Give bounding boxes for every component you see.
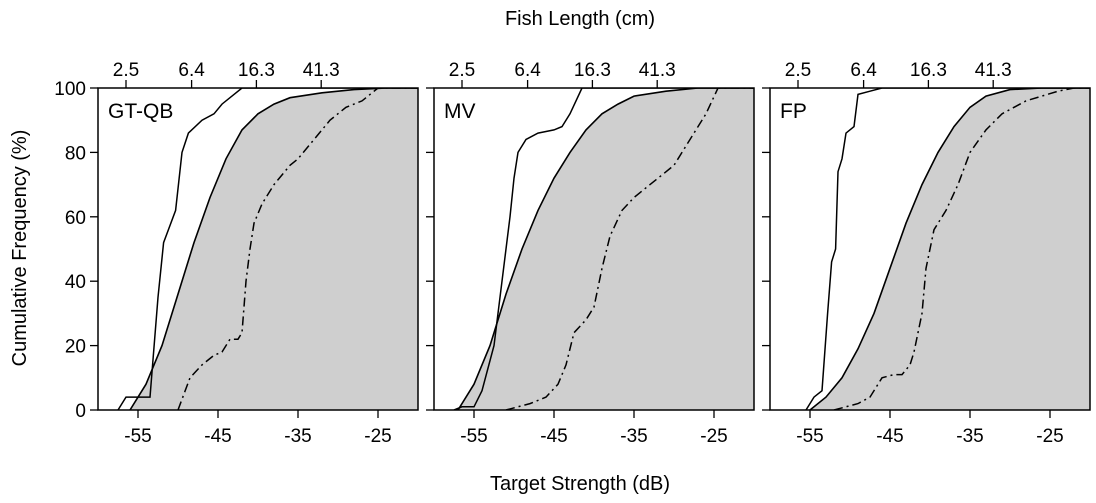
series-solid-line xyxy=(805,88,1090,410)
plot-frame xyxy=(97,87,419,411)
x-tick-label: -25 xyxy=(700,426,727,447)
panel-label: GT-QB xyxy=(108,100,173,123)
x-tick-label: -45 xyxy=(204,426,231,447)
y-tick-label: 100 xyxy=(54,79,86,100)
top-tick-label: 6.4 xyxy=(514,60,541,81)
x-tick-label: -45 xyxy=(540,426,567,447)
series-solid-line xyxy=(117,88,418,410)
top-tick-label: 2.5 xyxy=(785,60,811,81)
series-area-fill xyxy=(130,88,418,410)
top-tick-label: 41.3 xyxy=(303,60,340,81)
x-tick-label: -35 xyxy=(956,426,983,447)
x-tick-label: -25 xyxy=(1036,426,1063,447)
series-solid-line xyxy=(453,88,754,410)
y-tick-label: 0 xyxy=(75,401,86,422)
plot-frame xyxy=(769,87,1091,411)
series-area-line xyxy=(129,88,418,410)
top-axis-title: Fish Length (cm) xyxy=(505,8,655,30)
plot-area xyxy=(805,88,1090,410)
y-tick-label: 20 xyxy=(65,337,86,358)
top-tick-label: 41.3 xyxy=(975,60,1012,81)
top-tick-label: 6.4 xyxy=(178,60,205,81)
y-tick-label: 80 xyxy=(65,143,86,164)
x-tick-label: -55 xyxy=(124,426,151,447)
x-tick-label: -55 xyxy=(796,426,823,447)
series-area-line xyxy=(809,88,1090,410)
chart-panels: -55 -45 -35 -25 2.5 6.4 16.3 41.3 0 20 40 60 80 100 GT… xyxy=(54,60,1091,447)
panel-mv: -55 -45 -35 -25 2.5 6.4 16.3 41.3 MV xyxy=(426,60,755,447)
x-tick-label: -35 xyxy=(284,426,311,447)
top-tick-label: 6.4 xyxy=(850,60,877,81)
plot-area xyxy=(117,88,418,410)
x-tick-label: -45 xyxy=(876,426,903,447)
plot-area xyxy=(453,88,754,410)
x-tick-label: -55 xyxy=(460,426,487,447)
series-area-fill xyxy=(810,88,1090,410)
panel-label: FP xyxy=(780,100,807,123)
top-tick-label: 16.3 xyxy=(910,60,947,81)
panel-label: MV xyxy=(444,100,476,123)
panel-gt-qb: -55 -45 -35 -25 2.5 6.4 16.3 41.3 0 20 40 60 80 100 GT… xyxy=(54,60,419,447)
series-area-line xyxy=(457,88,754,410)
panel-fp: -55 -45 -35 -25 2.5 6.4 16.3 41.3 FP xyxy=(762,60,1091,447)
top-tick-label: 41.3 xyxy=(639,60,676,81)
top-tick-label: 2.5 xyxy=(449,60,475,81)
series-dash-dot-line xyxy=(833,88,1090,410)
y-axis-title: Cumulative Frequency (%) xyxy=(9,130,31,367)
top-tick-label: 16.3 xyxy=(574,60,611,81)
series-area-fill xyxy=(458,88,754,410)
y-tick-label: 40 xyxy=(65,272,86,293)
x-tick-label: -25 xyxy=(364,426,391,447)
top-tick-label: 2.5 xyxy=(113,60,139,81)
x-tick-label: -35 xyxy=(620,426,647,447)
plot-frame xyxy=(433,87,755,411)
top-tick-label: 16.3 xyxy=(238,60,275,81)
bottom-axis-title: Target Strength (dB) xyxy=(490,473,670,495)
series-dash-dot-line xyxy=(177,88,418,410)
y-tick-label: 60 xyxy=(65,208,86,229)
